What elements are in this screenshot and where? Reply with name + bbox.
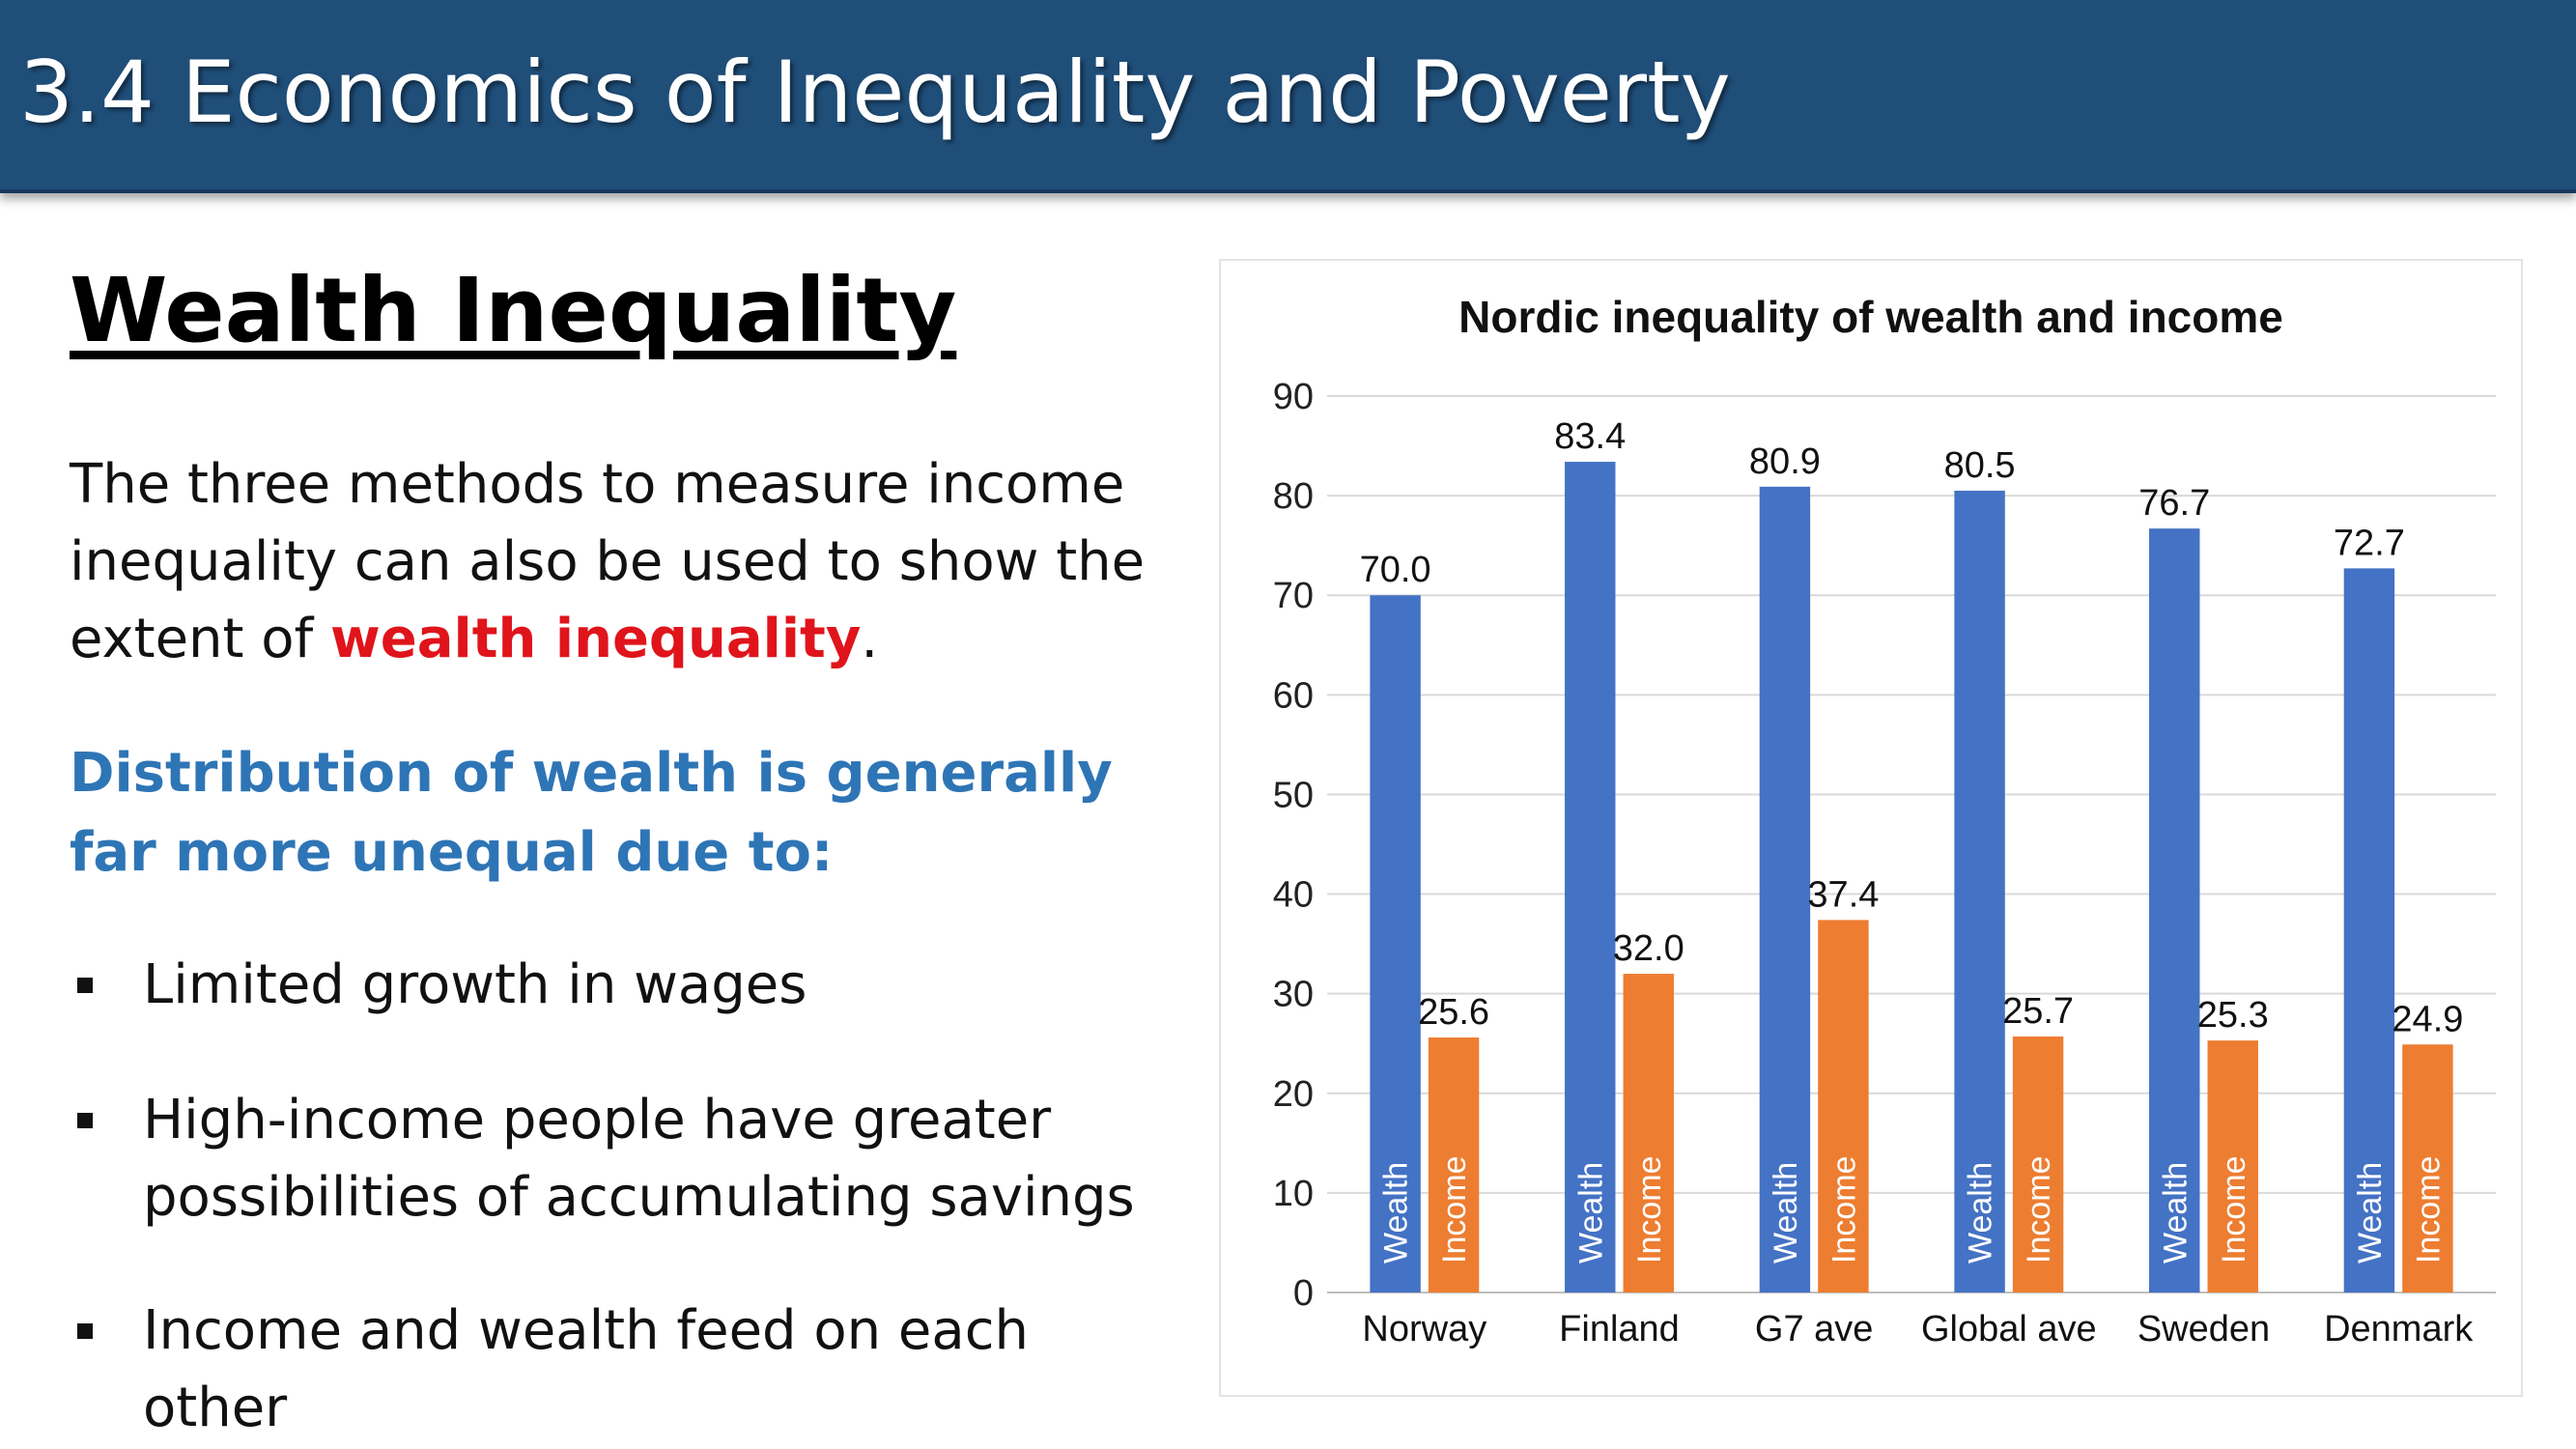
y-tick-label: 10 xyxy=(1273,1174,1314,1214)
chart-container[interactable]: Nordic inequality of wealth and income 0… xyxy=(1219,259,2523,1397)
series-label-in-bar: Income xyxy=(1631,1156,1668,1264)
data-label: 80.9 xyxy=(1749,441,1821,482)
bullet-square-icon xyxy=(77,978,93,993)
data-label: 25.3 xyxy=(2197,995,2269,1036)
bar-wealth xyxy=(1565,462,1616,1293)
bar-wealth xyxy=(1370,595,1421,1293)
category-label: Denmark xyxy=(2324,1309,2474,1350)
data-label: 83.4 xyxy=(1554,416,1626,457)
y-tick-label: 0 xyxy=(1293,1273,1314,1314)
bar-wealth xyxy=(2343,568,2395,1293)
bullet-text: Limited growth in wages xyxy=(143,953,807,1016)
y-tick-label: 70 xyxy=(1273,576,1314,616)
y-tick-label: 60 xyxy=(1273,675,1314,716)
bar-income xyxy=(2012,1037,2064,1293)
data-label: 25.7 xyxy=(2002,991,2074,1032)
series-label-in-bar: Wealth xyxy=(2352,1162,2389,1264)
series-label-in-bar: Wealth xyxy=(1963,1162,1999,1264)
intro-paragraph: The three methods to measure income ineq… xyxy=(70,446,1151,678)
series-label-in-bar: Wealth xyxy=(1378,1162,1415,1264)
series-label-in-bar: Income xyxy=(2021,1156,2057,1264)
bar-income xyxy=(2207,1040,2258,1293)
series-label-in-bar: Income xyxy=(2216,1156,2252,1264)
bar-income xyxy=(2402,1044,2453,1293)
intro-text: The three methods to measure income ineq… xyxy=(70,453,1146,670)
intro-end: . xyxy=(861,608,879,670)
bar-wealth xyxy=(1759,486,1811,1293)
series-label-in-bar: Income xyxy=(2410,1156,2447,1264)
bar-income xyxy=(1428,1037,1480,1293)
section-heading: Wealth Inequality xyxy=(70,259,957,362)
chart-title: Nordic inequality of wealth and income xyxy=(1458,292,2283,342)
data-label: 76.7 xyxy=(2138,483,2210,524)
category-label: Finland xyxy=(1559,1309,1680,1350)
y-tick-label: 30 xyxy=(1273,975,1314,1015)
subheading: Distribution of wealth is generally far … xyxy=(70,742,1113,884)
y-tick-label: 50 xyxy=(1273,775,1314,815)
slide-title: 3.4 Economics of Inequality and Poverty xyxy=(19,43,1731,142)
bullet-text: Income and wealth feed on each other xyxy=(143,1299,1029,1439)
series-label-in-bar: Income xyxy=(1436,1156,1473,1264)
bar-wealth xyxy=(2149,528,2200,1293)
chart-svg: Nordic inequality of wealth and income 0… xyxy=(1273,292,2496,1350)
data-label: 70.0 xyxy=(1360,550,1431,590)
bar-wealth xyxy=(1954,490,2005,1293)
highlight-text: wealth inequality xyxy=(330,608,862,670)
series-label-in-bar: Wealth xyxy=(1572,1162,1609,1264)
bar-income xyxy=(1623,974,1674,1293)
y-tick-label: 40 xyxy=(1273,875,1314,916)
bar-income xyxy=(1818,920,1869,1293)
data-label: 37.4 xyxy=(1807,874,1879,915)
category-label: Norway xyxy=(1362,1309,1486,1350)
category-label: Global ave xyxy=(1921,1309,2097,1350)
bullet-text: High-income people have greater possibil… xyxy=(143,1089,1135,1229)
series-label-in-bar: Income xyxy=(1826,1156,1862,1264)
title-bar: 3.4 Economics of Inequality and Poverty xyxy=(0,0,2576,193)
bullet-square-icon xyxy=(77,1323,93,1339)
category-label: G7 ave xyxy=(1755,1309,1874,1350)
data-label: 72.7 xyxy=(2334,523,2405,563)
series-label-in-bar: Wealth xyxy=(1768,1162,1804,1264)
series-label-in-bar: Wealth xyxy=(2157,1162,2194,1264)
y-tick-label: 90 xyxy=(1273,377,1314,417)
bullet-square-icon xyxy=(77,1113,93,1128)
data-label: 80.5 xyxy=(1944,445,2016,486)
data-label: 24.9 xyxy=(2392,999,2463,1039)
y-tick-label: 80 xyxy=(1273,476,1314,517)
category-label: Sweden xyxy=(2137,1309,2270,1350)
data-label: 32.0 xyxy=(1613,928,1684,969)
data-label: 25.6 xyxy=(1418,992,1489,1033)
y-tick-label: 20 xyxy=(1273,1074,1314,1115)
